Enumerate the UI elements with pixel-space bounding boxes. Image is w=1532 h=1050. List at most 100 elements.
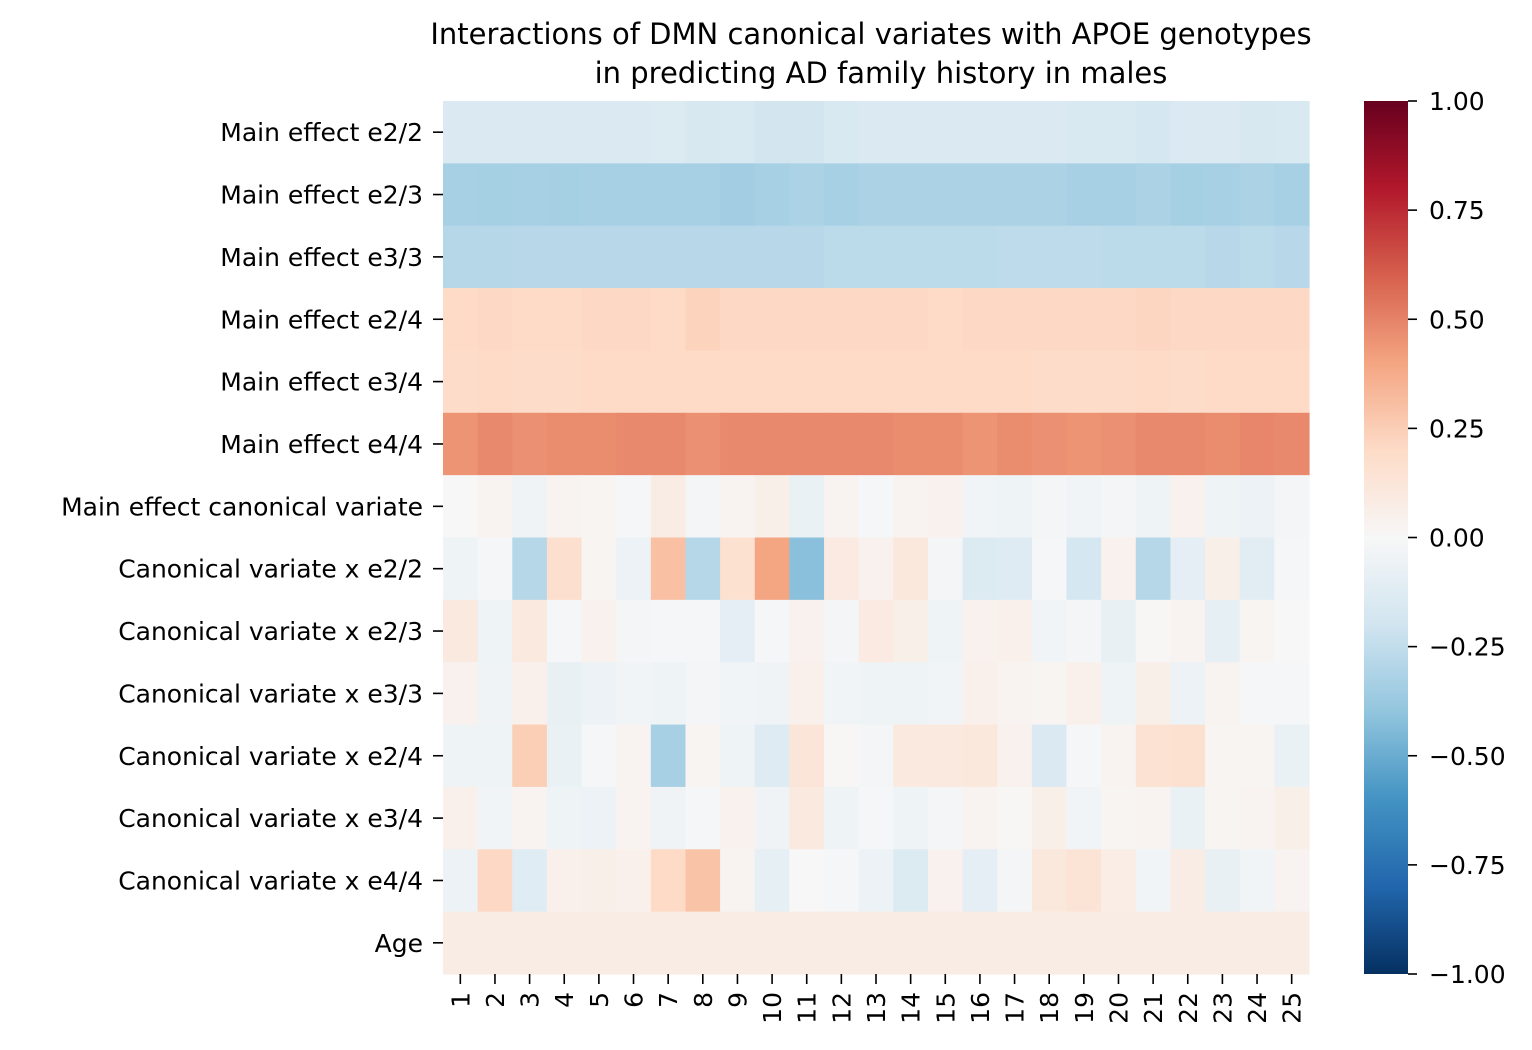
heatmap-cell — [443, 537, 479, 601]
colorbar-tick-label: 0.50 — [1429, 305, 1485, 334]
heatmap-cell — [650, 786, 687, 850]
heatmap-cell — [1031, 350, 1068, 414]
heatmap-cell — [546, 537, 583, 601]
heatmap-cell — [581, 101, 617, 164]
heatmap-cell — [1031, 537, 1068, 601]
heatmap-cell — [1239, 475, 1275, 539]
heatmap-cell — [512, 911, 548, 975]
heatmap-cell — [1031, 225, 1068, 289]
heatmap-cell — [1170, 101, 1206, 164]
heatmap-cell — [962, 724, 998, 788]
heatmap-cell — [616, 724, 652, 788]
heatmap-cell — [1205, 163, 1241, 227]
heatmap-cell — [1205, 225, 1241, 289]
heatmap-cell — [616, 412, 652, 476]
heatmap-cell — [1101, 599, 1137, 663]
heatmap-cell — [616, 350, 652, 414]
heatmap-cell — [1101, 911, 1137, 975]
heatmap-cell — [1239, 225, 1275, 289]
heatmap-cell — [893, 599, 929, 663]
heatmap-cell — [1274, 225, 1310, 289]
heatmap-cell — [685, 288, 721, 352]
heatmap-cell — [962, 412, 998, 476]
heatmap-cell — [858, 225, 894, 289]
heatmap-cell — [546, 475, 583, 539]
x-tick-label: 2 — [481, 992, 510, 1008]
heatmap-cell — [512, 475, 548, 539]
heatmap-cells — [443, 101, 1310, 975]
y-tick-label: Main effect e4/4 — [220, 430, 423, 459]
heatmap-cell — [1274, 911, 1310, 975]
heatmap-cell — [789, 412, 825, 476]
heatmap-cell — [824, 849, 860, 913]
heatmap-cell — [858, 101, 894, 164]
colorbar-tick-label: 0.00 — [1429, 524, 1485, 553]
heatmap-cell — [962, 225, 998, 289]
heatmap-cell — [1239, 849, 1275, 913]
heatmap-cell — [1205, 599, 1241, 663]
heatmap-cell — [1066, 537, 1102, 601]
y-tick-label: Canonical variate x e2/4 — [118, 742, 423, 771]
heatmap-cell — [789, 537, 825, 601]
colorbar-tick-label: −0.25 — [1429, 633, 1506, 662]
heatmap-cell — [997, 225, 1033, 289]
x-tick-label: 5 — [585, 992, 614, 1008]
heatmap-cell — [650, 724, 687, 788]
heatmap-cell — [546, 911, 583, 975]
heatmap-cell — [650, 412, 687, 476]
heatmap-cell — [824, 101, 860, 164]
y-tick-label: Main effect canonical variate — [61, 492, 423, 521]
heatmap-cell — [962, 475, 998, 539]
heatmap-cell — [962, 786, 998, 850]
heatmap-cell — [1031, 724, 1068, 788]
x-tick-label: 19 — [1070, 992, 1099, 1024]
heatmap-cell — [1170, 225, 1206, 289]
heatmap-cell — [927, 163, 964, 227]
heatmap-cell — [962, 350, 998, 414]
heatmap-cell — [1135, 288, 1172, 352]
heatmap-cell — [650, 288, 687, 352]
x-tick-label: 23 — [1208, 992, 1237, 1024]
heatmap-cell — [443, 662, 479, 726]
heatmap-cell — [443, 475, 479, 539]
heatmap-cell — [962, 163, 998, 227]
heatmap-cell — [546, 225, 583, 289]
heatmap-cell — [858, 350, 894, 414]
heatmap-cell — [720, 849, 756, 913]
heatmap-cell — [1135, 911, 1172, 975]
heatmap-cell — [858, 599, 894, 663]
heatmap-cell — [754, 911, 790, 975]
heatmap-cell — [824, 662, 860, 726]
heatmap-cell — [997, 475, 1033, 539]
heatmap-cell — [685, 724, 721, 788]
heatmap-cell — [546, 599, 583, 663]
heatmap-cell — [443, 599, 479, 663]
x-tick-label: 12 — [827, 992, 856, 1024]
heatmap-cell — [1066, 163, 1102, 227]
heatmap-cell — [1239, 163, 1275, 227]
heatmap-cell — [581, 412, 617, 476]
heatmap-cell — [1101, 537, 1137, 601]
heatmap-cell — [650, 350, 687, 414]
heatmap-cell — [512, 350, 548, 414]
heatmap-cell — [443, 412, 479, 476]
heatmap-cell — [1239, 662, 1275, 726]
heatmap-cell — [789, 911, 825, 975]
colorbar-tick-label: −1.00 — [1429, 960, 1506, 989]
heatmap-cell — [616, 599, 652, 663]
heatmap-cell — [650, 163, 687, 227]
x-tick-label: 22 — [1174, 992, 1203, 1024]
heatmap-cell — [1170, 412, 1206, 476]
heatmap-cell — [824, 599, 860, 663]
heatmap-cell — [1135, 101, 1172, 164]
heatmap-cell — [962, 599, 998, 663]
heatmap-cell — [477, 101, 513, 164]
heatmap-cell — [685, 101, 721, 164]
heatmap-cell — [927, 911, 964, 975]
heatmap-cell — [1066, 225, 1102, 289]
y-axis: Main effect e2/2 Main effect e2/3 Main eff… — [61, 118, 443, 958]
heatmap-cell — [789, 163, 825, 227]
x-tick-label: 13 — [862, 992, 891, 1024]
x-tick-label: 10 — [758, 992, 787, 1024]
heatmap-cell — [824, 412, 860, 476]
